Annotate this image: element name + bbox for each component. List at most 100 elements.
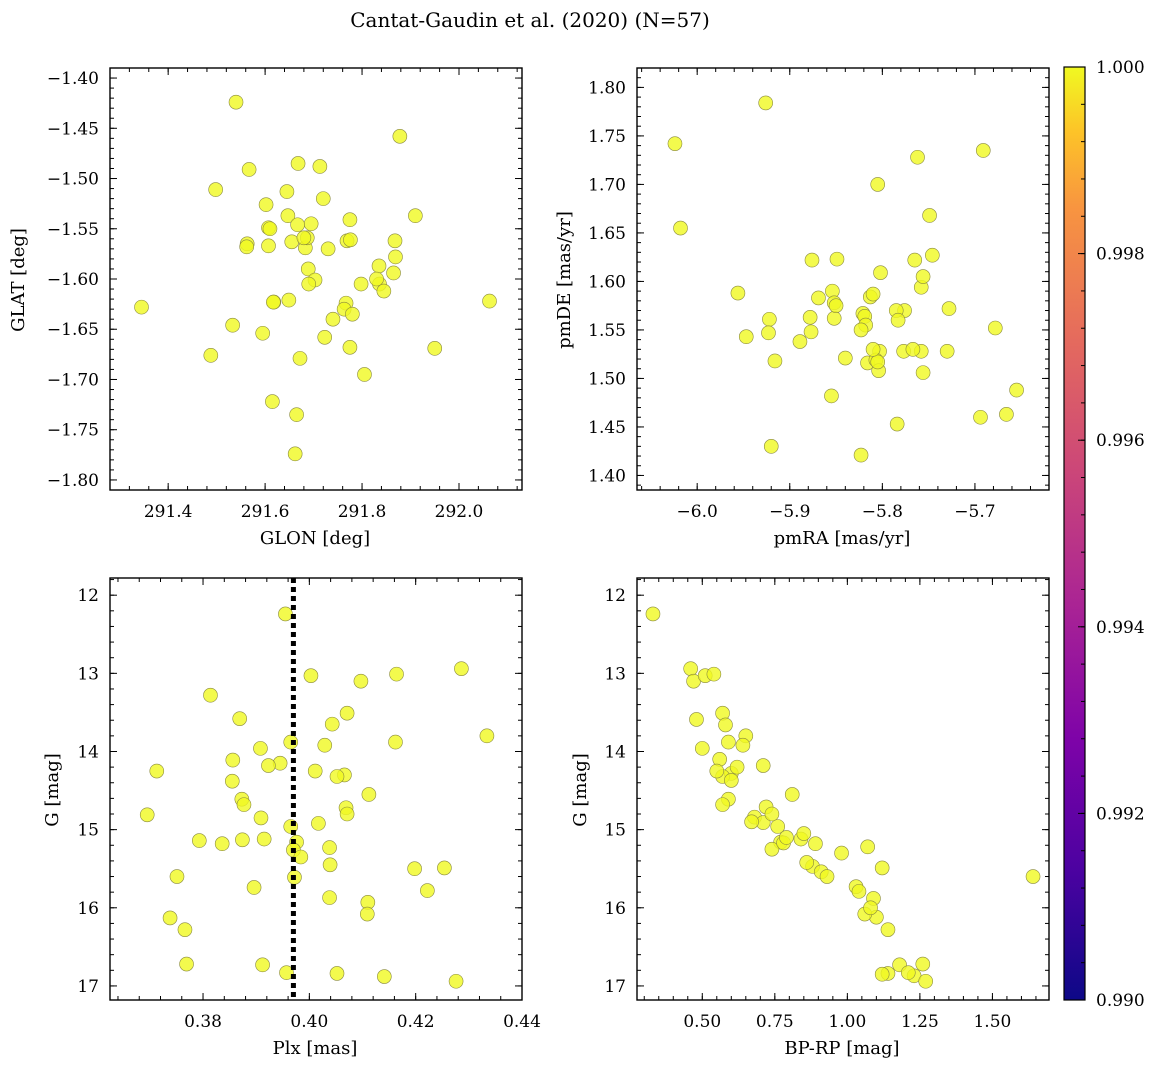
data-point bbox=[865, 286, 881, 302]
data-point bbox=[824, 388, 839, 404]
axis-ticks bbox=[110, 578, 523, 1000]
x-tick-label: −5.7 bbox=[954, 502, 995, 522]
data-point bbox=[290, 156, 306, 171]
panel-glon-glat: GLON [deg] GLAT [deg] 291.4 291.6 291.8 292… bbox=[8, 67, 523, 549]
data-point bbox=[758, 95, 773, 111]
plot-frame bbox=[109, 577, 523, 1001]
data-point bbox=[325, 311, 341, 327]
data-point bbox=[796, 826, 812, 841]
data-point bbox=[683, 661, 698, 676]
data-point bbox=[761, 325, 776, 341]
data-point bbox=[357, 367, 372, 382]
data-point bbox=[232, 711, 248, 726]
y-axis-label: G [mag] bbox=[42, 753, 63, 826]
y-tick-label: 17 bbox=[604, 977, 626, 997]
y-tick-label: 1.65 bbox=[588, 224, 626, 244]
x-tick-label: 291.8 bbox=[338, 502, 387, 522]
data-point bbox=[808, 836, 823, 852]
x-tick-label: −6.0 bbox=[677, 502, 718, 522]
data-point bbox=[389, 666, 404, 682]
data-point bbox=[224, 773, 240, 789]
data-point bbox=[755, 758, 771, 773]
data-point bbox=[915, 956, 931, 972]
y-tick-label: 16 bbox=[604, 899, 626, 919]
data-point bbox=[1009, 382, 1024, 398]
data-point bbox=[377, 969, 392, 984]
y-tick-label: 14 bbox=[77, 742, 99, 762]
data-point bbox=[134, 299, 149, 315]
data-point bbox=[311, 816, 326, 831]
data-point bbox=[408, 208, 423, 223]
data-point bbox=[203, 687, 218, 703]
x-axis-label: GLON [deg] bbox=[260, 528, 370, 549]
data-point bbox=[870, 177, 886, 192]
data-point bbox=[208, 182, 223, 197]
data-point bbox=[339, 806, 355, 822]
y-tick-label: −1.70 bbox=[47, 370, 99, 390]
data-point bbox=[988, 320, 1003, 336]
panel-bprp-g: BP-RP [mag] G [mag] 0.50 0.75 1.00 1.25 1.50… bbox=[570, 577, 1050, 1059]
data-point bbox=[388, 734, 403, 750]
data-point bbox=[915, 269, 931, 284]
data-point bbox=[214, 836, 230, 852]
data-point bbox=[281, 292, 297, 308]
data-point bbox=[339, 705, 355, 721]
y-tick-label: −1.55 bbox=[47, 220, 99, 240]
data-point bbox=[851, 884, 867, 899]
data-point bbox=[762, 311, 777, 327]
data-point bbox=[645, 606, 661, 622]
data-point bbox=[1025, 869, 1041, 884]
axis-ticks bbox=[109, 67, 522, 490]
data-point bbox=[246, 880, 262, 895]
x-tick-label: 0.75 bbox=[756, 1012, 794, 1032]
data-point bbox=[735, 737, 751, 753]
x-tick-label: −5.9 bbox=[769, 502, 810, 522]
data-point bbox=[826, 310, 842, 326]
data-point bbox=[253, 741, 268, 756]
x-tick-label: 1.00 bbox=[828, 1012, 866, 1032]
data-point bbox=[293, 849, 309, 865]
y-tick-label: 13 bbox=[77, 664, 99, 684]
panel-pmra-pmde: pmRA [mas/yr] pmDE [mas/yr] −6.0 −5.9 −5.8… bbox=[554, 67, 1050, 549]
data-point bbox=[279, 965, 294, 980]
data-point bbox=[792, 334, 808, 349]
data-point bbox=[287, 446, 303, 462]
data-point bbox=[236, 797, 252, 812]
data-point bbox=[369, 271, 384, 287]
data-point bbox=[482, 293, 497, 309]
data-point bbox=[343, 232, 358, 248]
y-tick-label: 1.55 bbox=[588, 321, 626, 341]
data-point bbox=[784, 787, 800, 802]
data-point bbox=[874, 966, 890, 982]
panel-plx-g: Plx [mas] G [mag] 0.38 0.40 0.42 0.44 12 13 14… bbox=[42, 577, 541, 1059]
data-point bbox=[239, 239, 254, 255]
data-point bbox=[804, 252, 820, 268]
data-point bbox=[764, 806, 780, 822]
data-point bbox=[322, 840, 337, 855]
scatter-series bbox=[667, 95, 1024, 463]
colorbar-tick-label: 0.990 bbox=[1096, 991, 1145, 1011]
data-point bbox=[255, 957, 270, 973]
plot-frame bbox=[636, 577, 1050, 1001]
data-point bbox=[420, 883, 435, 898]
data-point bbox=[999, 407, 1014, 422]
data-point bbox=[256, 831, 272, 847]
x-axis-label: Plx [mas] bbox=[273, 1038, 358, 1059]
colorbar-tick-label: 1.000 bbox=[1096, 58, 1145, 78]
data-point bbox=[811, 290, 826, 306]
data-point bbox=[853, 322, 869, 338]
y-tick-label: −1.80 bbox=[47, 471, 99, 491]
data-point bbox=[283, 734, 299, 750]
data-point bbox=[889, 416, 905, 432]
colorbar-tick-label: 0.998 bbox=[1096, 245, 1145, 265]
data-point bbox=[203, 348, 219, 363]
data-point bbox=[764, 841, 780, 857]
data-point bbox=[169, 869, 185, 884]
data-point bbox=[315, 191, 331, 206]
data-point bbox=[255, 325, 270, 341]
data-point bbox=[322, 857, 338, 873]
data-point bbox=[317, 329, 333, 345]
colorbar-gradient bbox=[1063, 66, 1086, 1001]
data-point bbox=[779, 830, 794, 845]
